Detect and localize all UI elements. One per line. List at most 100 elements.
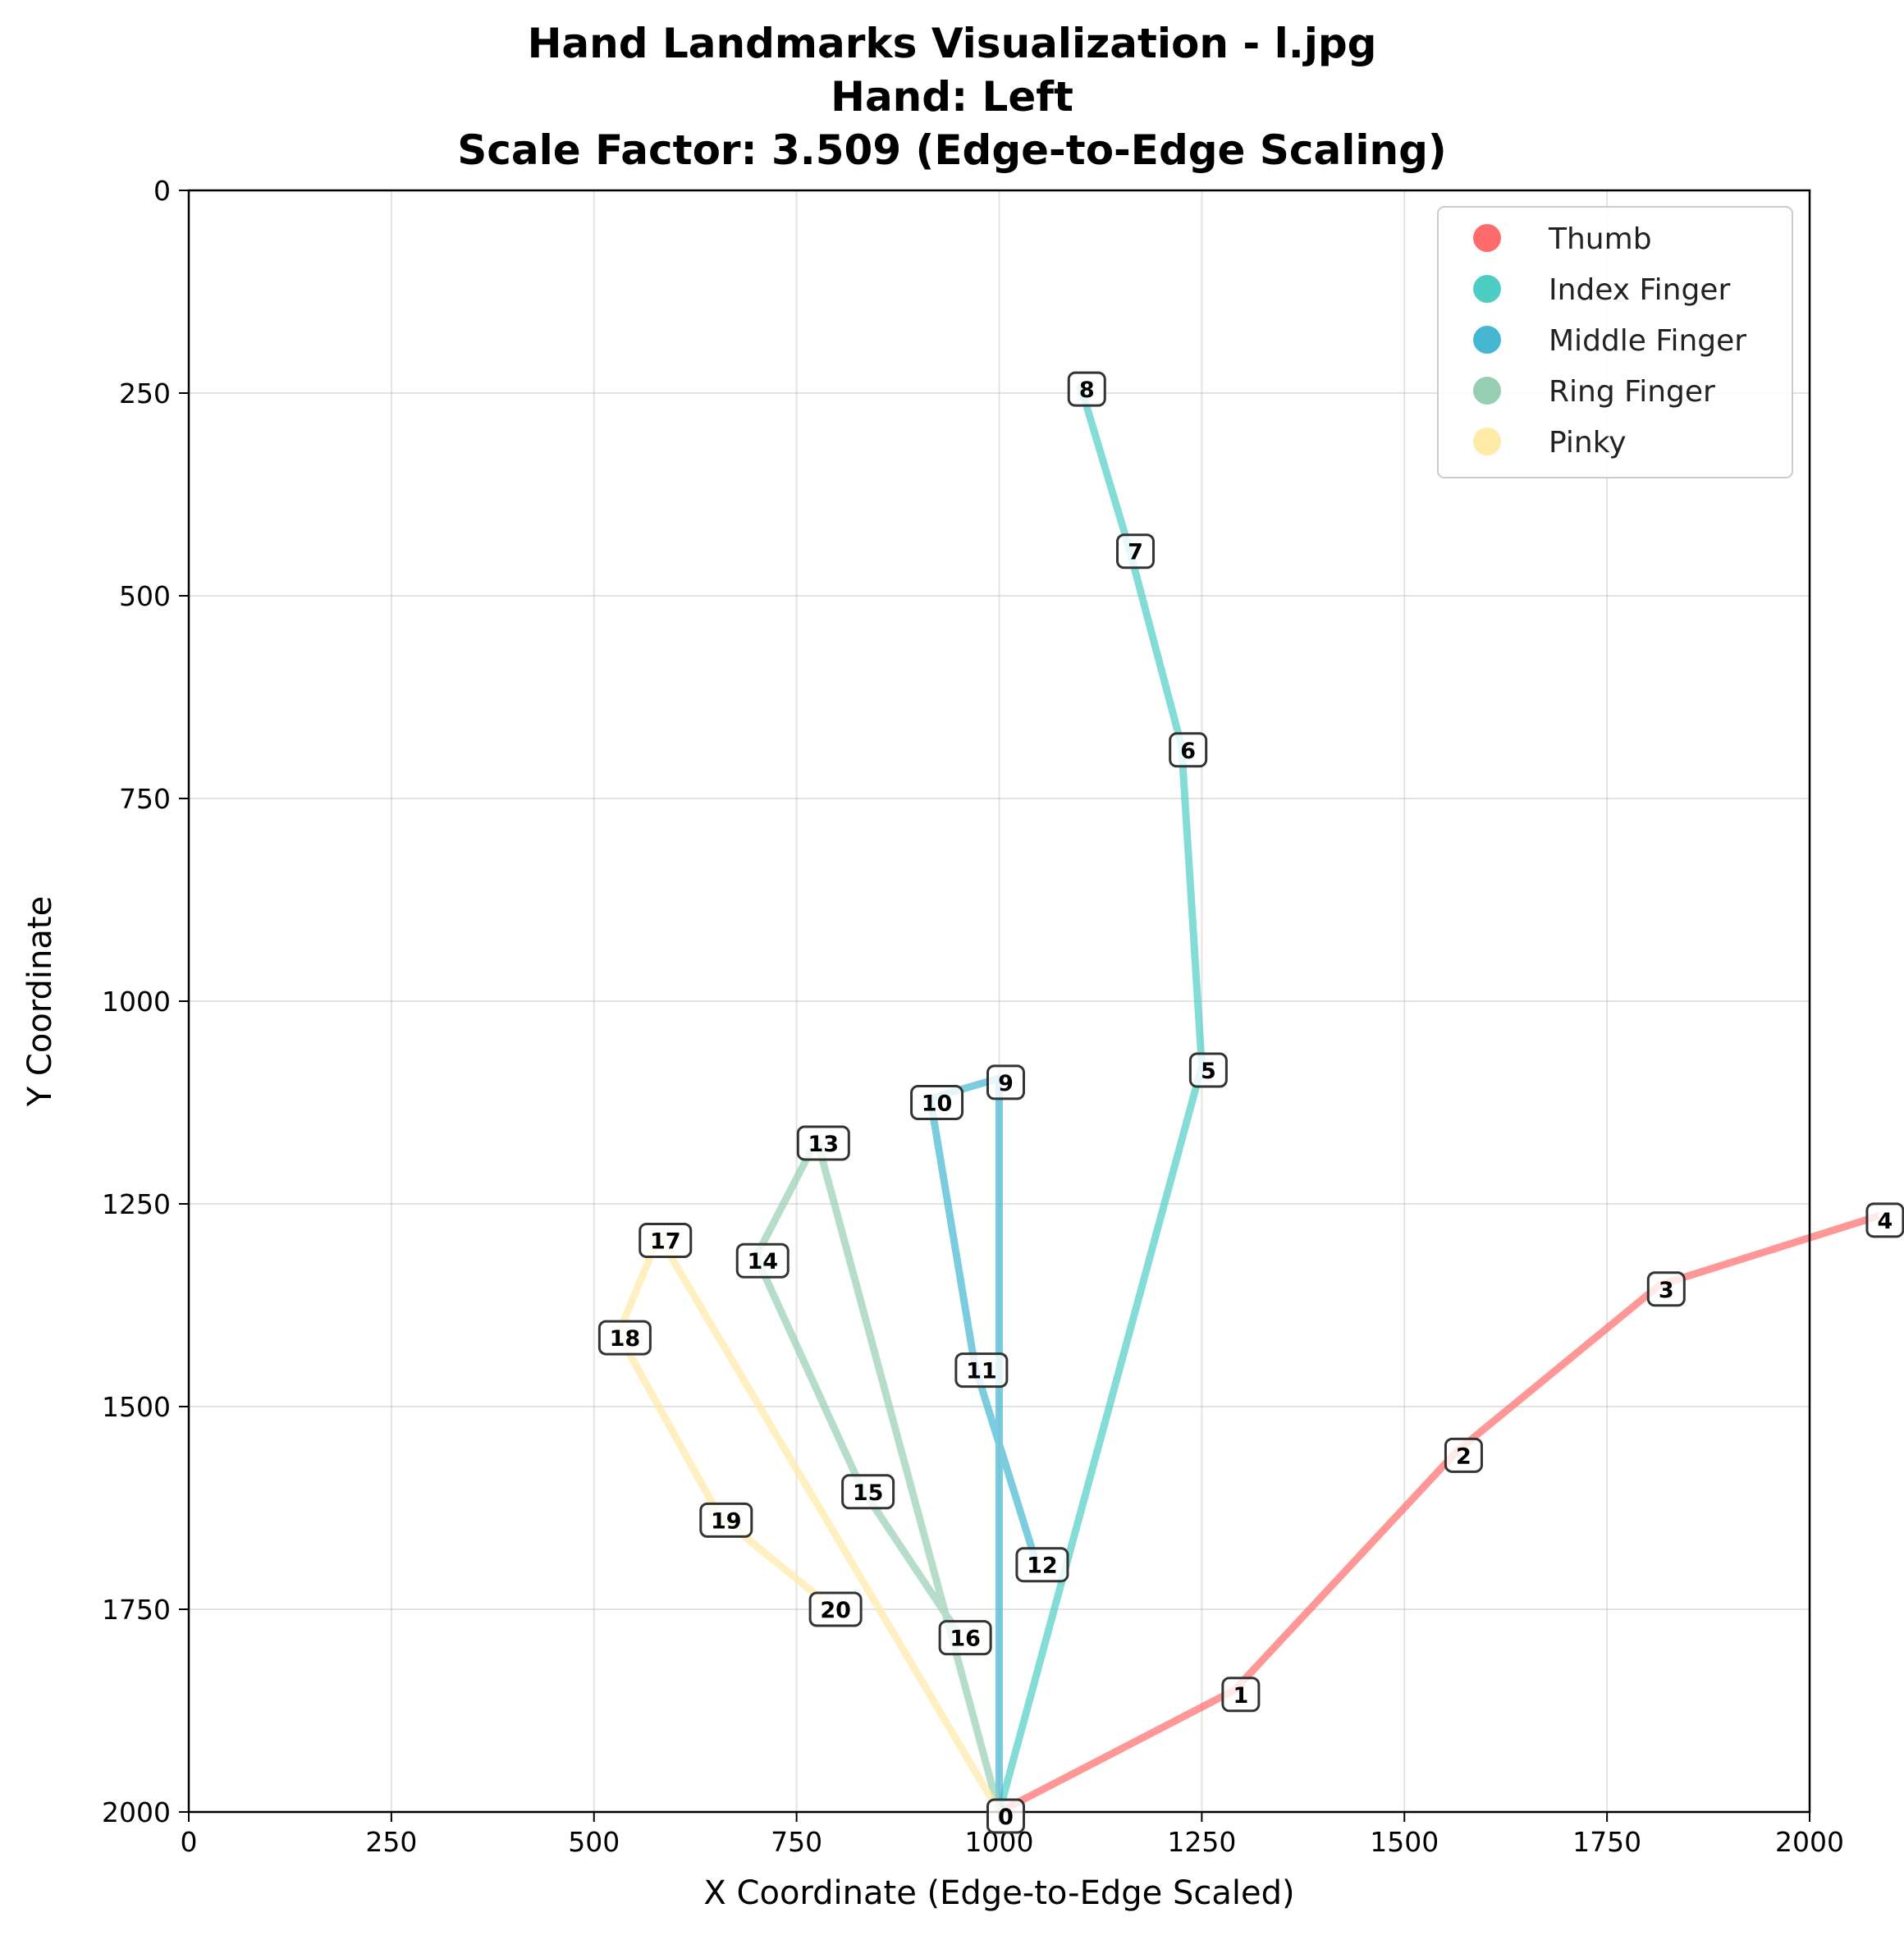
landmark-label-box — [841, 1474, 895, 1510]
landmark-label: 19 — [699, 1502, 753, 1538]
landmark-label-box — [1221, 1677, 1261, 1713]
x-tick-label: 1750 — [1572, 1826, 1641, 1858]
landmark-label-text: 11 — [966, 1359, 997, 1384]
series-lines — [614, 383, 1880, 1815]
landmark-label-box — [1188, 1052, 1228, 1088]
series-line-index-finger — [995, 383, 1206, 1814]
landmark-label-box — [938, 1620, 992, 1656]
y-tick-label: 0 — [153, 175, 171, 207]
landmark-label-text: 4 — [1878, 1209, 1893, 1234]
x-tick-label: 1500 — [1370, 1826, 1439, 1858]
legend-label: Ring Finger — [1549, 375, 1715, 409]
landmark-label-text: 8 — [1079, 377, 1095, 403]
title-line-1: Hand Landmarks Visualization - l.jpg — [528, 20, 1377, 67]
landmark-label-text: 13 — [808, 1132, 840, 1157]
landmark-label-text: 0 — [998, 1805, 1014, 1830]
legend-entry: Ring Finger — [1473, 375, 1715, 409]
landmark-label: 7 — [1116, 533, 1155, 570]
landmark-label-text: 19 — [711, 1508, 742, 1534]
y-tick-label: 1750 — [102, 1594, 171, 1626]
landmark-label: 10 — [910, 1085, 964, 1121]
series-line-pinky — [614, 1233, 1003, 1814]
legend-entry: Pinky — [1473, 426, 1627, 460]
x-tick-label: 750 — [771, 1826, 822, 1858]
y-tick-label: 2000 — [102, 1796, 171, 1828]
landmark-label-box — [1169, 732, 1208, 768]
y-tick-label: 500 — [119, 580, 171, 612]
landmark-label-text: 9 — [998, 1071, 1014, 1096]
landmark-label-box — [954, 1352, 1009, 1389]
y-tick-label: 1250 — [102, 1188, 171, 1220]
landmark-label: 17 — [638, 1223, 693, 1259]
chart-title: Hand Landmarks Visualization - l.jpg Han… — [457, 20, 1447, 174]
landmark-label-text: 7 — [1128, 540, 1143, 565]
landmark-label-box — [1444, 1437, 1483, 1473]
landmark-label-text: 15 — [853, 1480, 884, 1506]
landmark-label-text: 5 — [1201, 1059, 1216, 1084]
legend-label: Middle Finger — [1549, 324, 1746, 358]
landmark-label: 12 — [1015, 1547, 1069, 1583]
landmark-label: 2 — [1444, 1437, 1483, 1473]
landmark-label-text: 1 — [1233, 1683, 1248, 1709]
landmark-label-box — [735, 1242, 790, 1279]
landmark-label-box — [910, 1085, 964, 1121]
landmark-label-box — [986, 1798, 1025, 1834]
landmark-label-text: 3 — [1659, 1278, 1674, 1303]
y-tick-label: 250 — [119, 377, 171, 410]
x-tick-label: 0 — [181, 1826, 198, 1858]
landmark-label: 8 — [1067, 371, 1106, 407]
landmark-label-box — [986, 1064, 1025, 1100]
landmark-label: 6 — [1169, 732, 1208, 768]
landmark-label: 4 — [1865, 1202, 1904, 1238]
landmark-label-box — [597, 1320, 652, 1356]
x-axis-label: X Coordinate (Edge-to-Edge Scaled) — [703, 1874, 1294, 1912]
landmark-label: 3 — [1646, 1271, 1686, 1307]
legend-entry: Middle Finger — [1473, 324, 1746, 358]
legend-marker — [1473, 428, 1501, 455]
title-line-3: Scale Factor: 3.509 (Edge-to-Edge Scalin… — [457, 126, 1447, 174]
landmark-label-box — [638, 1223, 693, 1259]
landmark-label: 1 — [1221, 1677, 1261, 1713]
legend-marker — [1473, 377, 1501, 405]
legend-box — [1437, 206, 1793, 478]
landmark-label: 9 — [986, 1064, 1025, 1100]
x-tick-label: 250 — [365, 1826, 417, 1858]
legend-label: Pinky — [1549, 426, 1627, 460]
landmark-label-text: 2 — [1456, 1444, 1471, 1469]
landmark-label-box — [1646, 1271, 1686, 1307]
landmark-label-box — [1067, 371, 1106, 407]
y-axis-label: Y Coordinate — [21, 896, 59, 1107]
axis-ticks: 0 250 500 750 1000 1250 1500 1750 20000250500750… — [102, 175, 1844, 1858]
legend: Thumb Index Finger Middle Finger Ring Finge… — [1437, 206, 1793, 478]
landmark-label: 5 — [1188, 1052, 1228, 1088]
landmark-label-box — [1116, 533, 1155, 570]
y-tick-label: 1500 — [102, 1391, 171, 1423]
legend-label: Index Finger — [1549, 273, 1730, 307]
landmark-label-text: 14 — [747, 1249, 778, 1274]
landmark-label-box — [1015, 1547, 1069, 1583]
legend-label: Thumb — [1548, 222, 1652, 256]
landmark-label-text: 18 — [610, 1326, 641, 1352]
landmark-label: 16 — [938, 1620, 992, 1656]
series-line-middle-finger — [927, 1074, 1040, 1812]
landmark-label-text: 10 — [922, 1091, 953, 1117]
legend-marker — [1473, 326, 1501, 354]
series-line-thumb — [997, 1212, 1880, 1815]
landmark-label-box — [796, 1125, 850, 1161]
x-tick-label: 2000 — [1775, 1826, 1844, 1858]
landmark-label-text: 12 — [1027, 1553, 1058, 1579]
landmark-label-text: 6 — [1180, 739, 1196, 764]
legend-entry: Thumb — [1473, 222, 1652, 256]
legend-marker — [1473, 275, 1501, 303]
x-tick-label: 1250 — [1167, 1826, 1236, 1858]
legend-marker — [1473, 224, 1501, 252]
landmark-label-box — [808, 1591, 863, 1627]
landmark-label: 11 — [954, 1352, 1009, 1389]
landmark-label: 13 — [796, 1125, 850, 1161]
landmark-label: 20 — [808, 1591, 863, 1627]
landmark-label-text: 17 — [650, 1229, 681, 1255]
landmark-label-box — [699, 1502, 753, 1538]
landmark-label-text: 16 — [950, 1627, 981, 1652]
